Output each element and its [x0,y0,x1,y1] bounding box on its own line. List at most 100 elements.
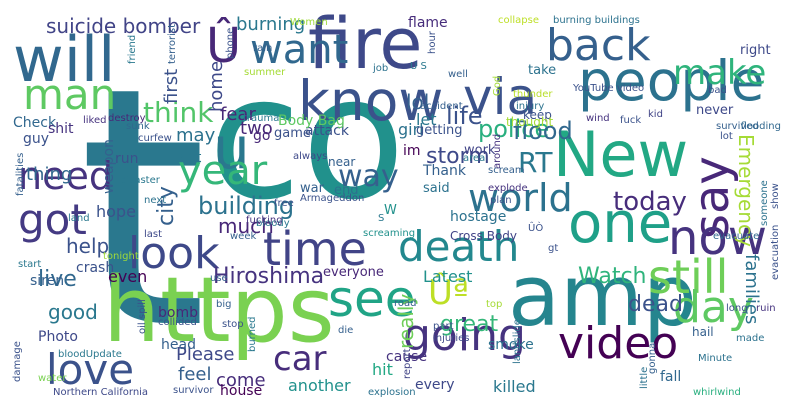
word-cloud-word: another [288,376,351,395]
word-cloud-word: whirlwind [693,387,741,398]
word-cloud-word: Photo [38,329,78,345]
word-cloud: t co https amp fire will New people know… [8,4,782,400]
word-cloud-word: https [103,258,335,363]
word-cloud-word: accident [420,101,463,112]
word-cloud-word: road [394,298,417,309]
word-cloud-word: New [553,118,689,191]
word-cloud-word: u [213,114,250,182]
word-cloud-word: back [546,20,651,71]
word-cloud-word: hour [427,31,438,54]
word-cloud-word: end [334,183,359,198]
word-cloud-word: bad [708,85,727,96]
word-cloud-word: Armageddon [300,193,365,204]
word-cloud-word: fuck [620,115,642,126]
word-cloud-word: see [328,270,416,328]
word-cloud-word: survived [716,121,759,132]
word-cloud-word: bloody [256,218,290,229]
word-cloud-word: think [143,96,214,129]
word-cloud-word: gonna [647,342,658,374]
word-cloud-word: Cross Body [450,229,518,243]
word-cloud-word: right [740,43,771,58]
word-cloud-word: city [154,186,179,226]
word-cloud-word: trauma [243,113,280,124]
word-cloud-word: job [373,63,389,74]
word-cloud-word: everyone [323,265,384,280]
word-cloud-word: injuries [433,333,470,344]
word-cloud-word: Body Bag [278,113,345,129]
word-cloud-word: flame [408,15,448,31]
word-cloud-word: going [403,310,526,361]
word-cloud-word: thunder [513,89,553,100]
word-cloud-word: bomb [158,305,198,321]
word-cloud-word: building [198,192,295,220]
word-cloud-word: injury [516,101,545,112]
word-cloud-word: take [528,63,557,78]
word-cloud-word: dead [628,292,683,317]
word-cloud-word: water [38,373,67,384]
word-cloud-word: lol [406,90,430,114]
word-cloud-word: car [273,339,327,379]
word-cloud-word: storm [426,144,490,169]
word-cloud-word: feel [178,364,212,385]
word-cloud-word: way [338,159,399,194]
word-cloud-word: collided [158,317,197,328]
word-cloud-word: curfew [138,133,172,144]
word-cloud-word: survivor [173,385,214,396]
word-cloud-word: help [66,234,110,258]
word-cloud-word: even [108,267,148,286]
word-cloud-word: damage [12,341,23,382]
word-cloud-word: RT [518,146,553,179]
word-cloud-word: man [23,70,117,119]
word-cloud-word: game [274,126,311,141]
word-cloud-word: rain [253,43,273,54]
word-cloud-word: people [578,49,765,113]
word-cloud-word: thing [26,164,73,185]
word-cloud-word: weapon [101,139,117,194]
word-cloud-word: know [298,69,444,133]
word-cloud-word: part [433,321,454,332]
word-cloud-word: destroy [108,113,146,124]
word-cloud-word: make [673,53,767,93]
word-cloud-word: work [464,143,496,158]
word-cloud-word: hit [372,360,393,379]
word-cloud-word: day [673,282,754,333]
word-cloud-word: show [770,183,781,209]
word-cloud-word: burning buildings [553,15,640,26]
word-cloud-word: said [423,181,450,196]
word-cloud-word: two [240,118,273,139]
word-cloud-word: ÛÒ [528,223,544,234]
word-cloud-word: world [468,176,573,220]
word-cloud-word: oil spill [137,299,148,334]
word-cloud-word: free [274,198,294,209]
word-cloud-word: Northern California [53,387,149,398]
word-cloud-word: around [492,133,503,169]
word-cloud-word: use [210,273,228,284]
word-cloud-word: fall [660,369,682,385]
word-cloud-word: one [568,191,673,256]
word-cloud-word: die [338,325,354,336]
word-cloud-word: fear [220,104,256,125]
word-cloud-word: wind [586,113,610,124]
word-cloud-word: collapse [498,15,540,26]
word-cloud-word: siren [30,273,65,289]
word-cloud-word: explode [488,183,528,194]
word-cloud-word: bloodUpdate [58,349,122,360]
word-cloud-word: first [161,68,182,104]
word-cloud-word: much [218,214,274,238]
word-cloud-word: smoke [488,337,534,353]
word-cloud-word: next [144,195,167,206]
word-cloud-word: im [403,143,421,159]
word-cloud-word: God [492,75,503,96]
word-cloud-word: co [208,40,406,238]
word-cloud-word: Û [206,18,242,74]
word-cloud-word: hostage [450,209,507,225]
word-cloud-word: week [230,231,257,242]
word-cloud-word: time [263,222,367,276]
word-cloud-word: still [648,250,729,304]
word-cloud-word: sunk [126,121,150,132]
word-cloud-word: land [68,213,90,224]
word-cloud-word: today [613,187,687,217]
word-cloud-word: YouTube video [573,83,645,94]
word-cloud-word: want [250,27,349,73]
word-cloud-word: last [144,229,163,240]
